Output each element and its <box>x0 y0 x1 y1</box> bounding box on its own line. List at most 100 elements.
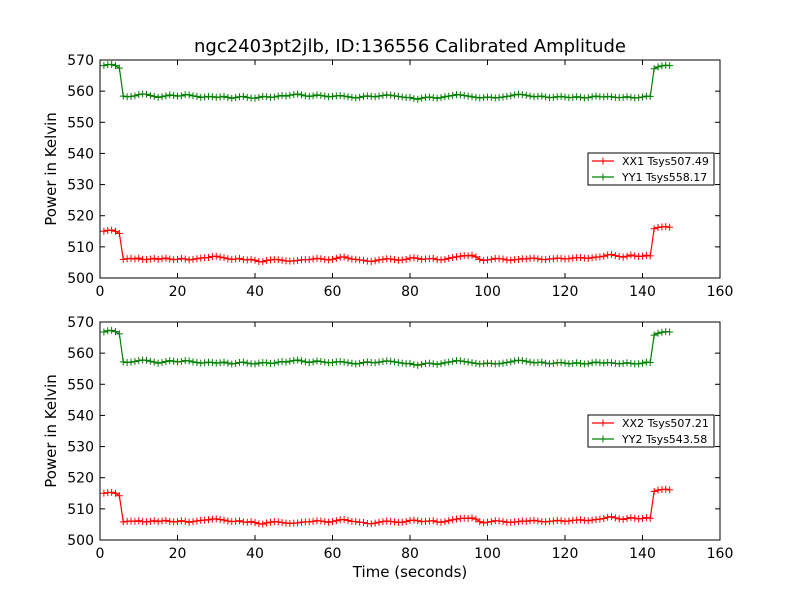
data-point <box>530 516 538 524</box>
data-point <box>511 357 519 365</box>
data-point <box>507 256 515 264</box>
data-point <box>185 357 193 365</box>
legend-marker <box>599 157 607 165</box>
legend-box <box>587 414 715 448</box>
data-point <box>387 357 395 365</box>
data-point <box>181 517 189 525</box>
data-point <box>600 359 608 367</box>
legend-label: XX2 Tsys507.21 <box>622 417 709 430</box>
y-tick-label: 540 <box>67 408 94 424</box>
data-point <box>115 492 123 500</box>
data-point <box>135 91 143 99</box>
data-point <box>154 359 162 367</box>
data-point <box>255 359 263 367</box>
data-point <box>340 515 348 523</box>
data-point <box>472 515 480 523</box>
data-point <box>503 358 511 366</box>
data-point <box>379 255 387 263</box>
data-point <box>410 361 418 369</box>
series-markers-1 <box>100 485 674 528</box>
data-point <box>608 359 615 367</box>
data-point <box>456 91 464 99</box>
data-point <box>588 359 596 367</box>
data-point <box>487 255 495 263</box>
data-point <box>456 252 464 260</box>
data-point <box>150 517 158 525</box>
data-point <box>379 358 387 366</box>
data-point <box>143 356 150 364</box>
data-point <box>596 515 604 523</box>
data-point <box>243 518 251 526</box>
data-point <box>429 94 437 102</box>
data-point <box>522 517 530 525</box>
data-point <box>557 358 565 366</box>
data-point <box>604 251 612 259</box>
data-point <box>243 256 251 264</box>
data-point <box>371 519 379 527</box>
data-point <box>166 91 174 99</box>
data-point <box>177 358 185 366</box>
data-point <box>437 256 445 264</box>
data-point <box>646 92 654 100</box>
y-tick-label: 540 <box>67 146 94 162</box>
data-point <box>274 256 282 264</box>
data-point <box>193 92 201 100</box>
data-point <box>131 255 139 263</box>
data-point <box>449 516 457 524</box>
data-point <box>437 518 445 526</box>
data-point <box>162 516 170 524</box>
data-point <box>557 92 565 100</box>
legend-marker <box>599 173 607 181</box>
data-point <box>360 519 367 527</box>
data-point <box>278 256 286 264</box>
data-point <box>398 359 406 367</box>
legend: XX1 Tsys507.49 YY1 Tsys558.17 <box>587 152 715 186</box>
data-point <box>476 255 484 263</box>
x-tick-label: 20 <box>169 546 187 562</box>
data-point <box>627 514 635 522</box>
data-point <box>166 255 174 263</box>
data-point <box>305 358 313 366</box>
data-point <box>658 62 666 70</box>
data-point <box>449 253 457 261</box>
data-point <box>526 92 534 100</box>
data-point <box>391 358 398 366</box>
data-point <box>557 517 565 525</box>
data-point <box>515 255 522 263</box>
data-point <box>472 93 480 101</box>
data-point <box>232 94 240 102</box>
data-point <box>294 519 302 527</box>
data-point <box>146 357 154 365</box>
data-point <box>639 93 646 101</box>
data-point <box>406 359 414 367</box>
data-point <box>112 227 119 235</box>
data-point <box>360 256 367 264</box>
data-point <box>573 93 581 101</box>
data-point <box>619 253 627 261</box>
data-point <box>619 515 627 523</box>
data-point <box>654 63 662 71</box>
data-point <box>158 93 166 101</box>
data-point <box>100 62 108 70</box>
data-point <box>208 358 216 366</box>
data-point <box>108 488 116 496</box>
data-point <box>201 359 209 367</box>
data-point <box>507 92 515 100</box>
data-point <box>282 92 290 100</box>
data-point <box>433 94 441 102</box>
data-point <box>549 359 557 367</box>
data-point <box>367 257 375 265</box>
x-tick-label: 80 <box>401 284 419 300</box>
data-point <box>185 256 193 264</box>
data-point <box>402 255 410 263</box>
data-point <box>243 93 251 101</box>
data-point <box>228 94 236 102</box>
data-point <box>410 254 418 262</box>
x-tick-label: 140 <box>629 546 656 562</box>
data-point <box>433 360 441 368</box>
data-point <box>577 93 584 101</box>
data-point <box>526 358 534 366</box>
data-point <box>584 94 592 102</box>
data-point <box>251 519 259 527</box>
data-point <box>255 93 263 101</box>
